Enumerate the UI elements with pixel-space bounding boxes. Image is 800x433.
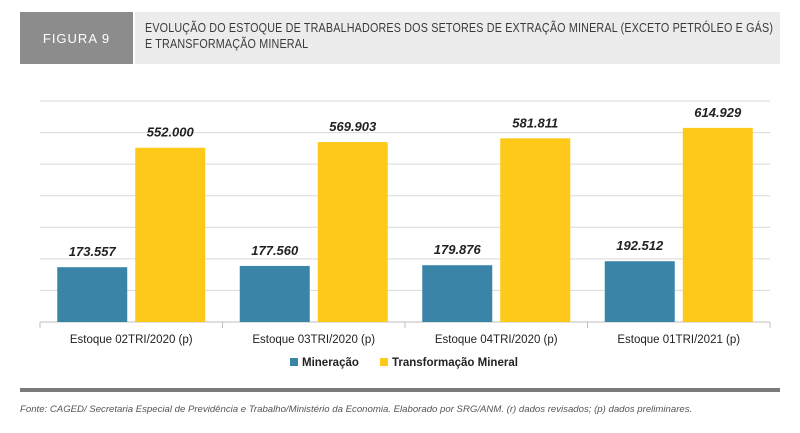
data-label: 179.876 (434, 242, 482, 257)
legend-label: Transformação Mineral (392, 357, 518, 369)
bar-chart: 173.557 552.000 Estoque 02TRI/2020 (p) 177.… (39, 100, 771, 369)
x-tick-label: Estoque 01TRI/2021 (p) (617, 334, 740, 346)
figure-title-box: EVOLUÇÃO DO ESTOQUE DE TRABALHADORES DOS… (135, 12, 780, 64)
source-note: Fonte: CAGED/ Secretaria Especial de Pre… (20, 404, 693, 415)
data-label: 192.512 (616, 238, 664, 253)
figure-header: FIGURA 9 EVOLUÇÃO DO ESTOQUE DE TRABALHA… (20, 12, 780, 64)
legend-swatch-mineracao (290, 358, 298, 366)
legend-label: Mineração (302, 357, 359, 369)
bar-transformacao (682, 127, 753, 323)
figure-title: EVOLUÇÃO DO ESTOQUE DE TRABALHADORES DOS… (145, 21, 774, 51)
bar-mineracao (57, 267, 128, 322)
data-label: 614.929 (694, 105, 742, 120)
x-tick-label: Estoque 04TRI/2020 (p) (435, 334, 558, 346)
bar-transformacao (317, 142, 388, 322)
x-tick-label: Estoque 03TRI/2020 (p) (252, 334, 375, 346)
data-label: 173.557 (69, 244, 117, 259)
bar-transformacao (500, 138, 571, 322)
data-label: 552.000 (147, 125, 195, 140)
x-tick-label: Estoque 02TRI/2020 (p) (70, 334, 193, 346)
bar-transformacao (135, 147, 206, 322)
data-label: 569.903 (329, 119, 377, 134)
bar-mineracao (422, 265, 493, 322)
bottom-divider (20, 388, 780, 392)
bar-mineracao (604, 261, 675, 322)
legend-swatch-transformacao (380, 358, 388, 366)
data-label: 581.811 (512, 115, 558, 130)
bar-mineracao (239, 265, 310, 322)
data-label: 177.560 (251, 243, 299, 258)
figure-tag: FIGURA 9 (20, 12, 133, 64)
